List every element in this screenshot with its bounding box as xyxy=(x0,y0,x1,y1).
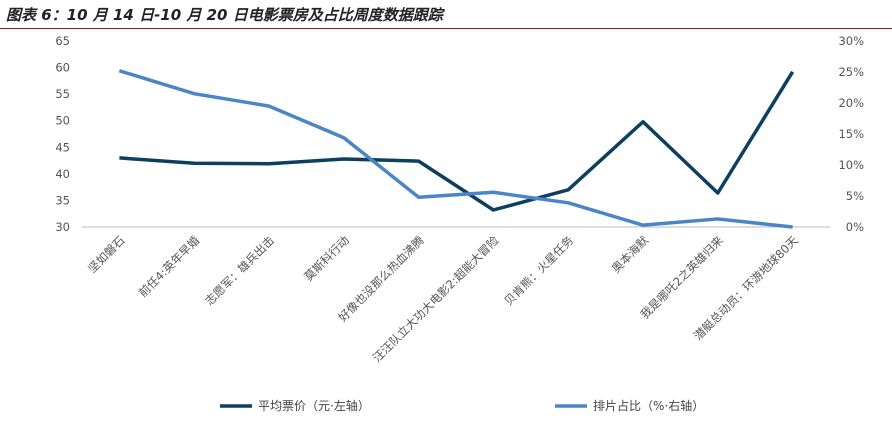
right-tick-label: 30% xyxy=(838,34,864,48)
right-tick-label: 15% xyxy=(838,127,864,141)
right-tick-label: 0% xyxy=(846,220,864,234)
left-tick-label: 50 xyxy=(55,114,70,128)
title-divider xyxy=(0,28,892,29)
category-label: 志愿军：雄兵出击 xyxy=(202,233,277,308)
legend-label-1: 排片占比（%·右轴） xyxy=(593,398,704,413)
right-tick-label: 5% xyxy=(846,189,864,203)
left-tick-label: 45 xyxy=(55,140,70,154)
legend-label-0: 平均票价（元·左轴） xyxy=(258,398,370,413)
category-label: 贝肯熊：火星任务 xyxy=(501,233,576,308)
category-label: 莫斯科行动 xyxy=(301,233,352,284)
category-label: 坚如磐石 xyxy=(85,233,127,275)
left-tick-label: 65 xyxy=(55,34,70,48)
right-tick-label: 20% xyxy=(838,96,864,110)
series-line-1 xyxy=(118,69,793,229)
category-label: 奥本海默 xyxy=(609,233,652,276)
left-tick-label: 55 xyxy=(55,87,70,101)
left-tick-label: 40 xyxy=(55,167,70,181)
right-tick-label: 25% xyxy=(838,65,864,79)
left-tick-label: 60 xyxy=(55,61,70,75)
right-tick-label: 10% xyxy=(838,158,864,172)
left-tick-label: 35 xyxy=(55,193,70,207)
category-label: 汪汪队立大功大电影2:超能大冒险 xyxy=(370,233,502,365)
category-label: 前任4:英年早婚 xyxy=(136,233,203,300)
series-line-0 xyxy=(119,70,795,212)
left-tick-label: 30 xyxy=(55,220,70,234)
chart-title: 图表 6：10 月 14 日-10 月 20 日电影票房及占比周度数据跟踪 xyxy=(6,6,443,24)
category-label: 我是哪吒2之英雄归来 xyxy=(638,233,727,322)
